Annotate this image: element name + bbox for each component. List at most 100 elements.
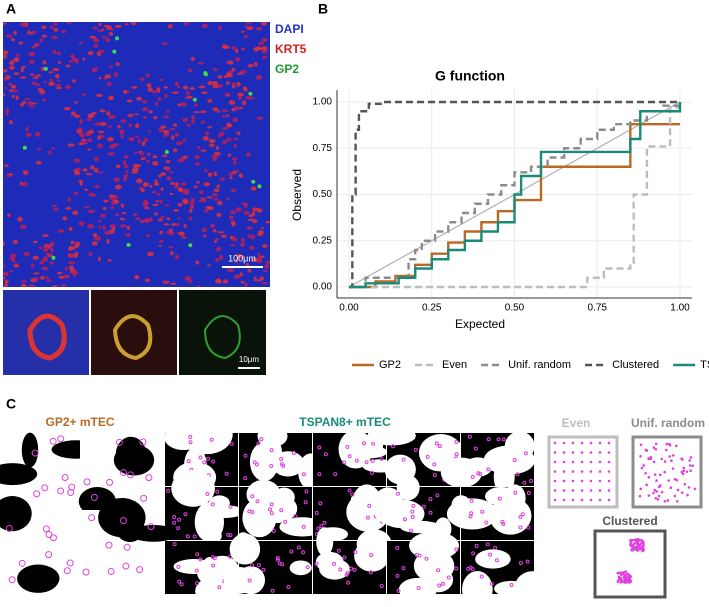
mask-region bbox=[420, 527, 439, 560]
cell bbox=[87, 130, 95, 134]
cell-point bbox=[119, 469, 127, 477]
cell bbox=[53, 22, 58, 26]
cell bbox=[49, 25, 54, 30]
pattern-point bbox=[607, 460, 611, 464]
cell-point bbox=[49, 437, 57, 445]
cell-point bbox=[209, 437, 214, 442]
cell bbox=[107, 96, 114, 101]
cell-point bbox=[469, 498, 474, 503]
cell bbox=[164, 93, 168, 99]
cell bbox=[102, 225, 106, 231]
pattern-point bbox=[562, 489, 566, 492]
cell-point bbox=[437, 444, 442, 449]
cell bbox=[226, 137, 232, 142]
cell bbox=[212, 228, 217, 233]
cell bbox=[173, 148, 178, 153]
cell bbox=[57, 61, 62, 64]
cell bbox=[234, 254, 242, 257]
cell bbox=[169, 251, 174, 256]
cell bbox=[248, 245, 255, 250]
cell-point bbox=[172, 515, 177, 520]
mask-region bbox=[173, 558, 215, 575]
cell bbox=[97, 130, 105, 134]
cell-point bbox=[215, 489, 220, 494]
cell bbox=[134, 135, 140, 138]
cell bbox=[257, 184, 262, 189]
cell bbox=[137, 164, 141, 168]
pattern-point bbox=[589, 451, 593, 454]
cell bbox=[240, 280, 245, 284]
cell bbox=[188, 201, 195, 206]
cell bbox=[192, 97, 197, 102]
pattern-point bbox=[598, 441, 602, 445]
cell bbox=[185, 90, 190, 96]
cell bbox=[186, 123, 191, 127]
cell bbox=[123, 176, 127, 182]
mask-region bbox=[223, 566, 256, 594]
pattern-point bbox=[671, 454, 675, 457]
cell bbox=[243, 203, 248, 208]
mask-region bbox=[319, 558, 351, 580]
pattern-point bbox=[667, 479, 671, 482]
pattern-point bbox=[616, 579, 620, 583]
cell bbox=[198, 199, 204, 202]
cell bbox=[191, 119, 196, 124]
pattern-title: Even bbox=[562, 416, 591, 430]
cell bbox=[45, 252, 52, 256]
panel-label: B bbox=[318, 1, 328, 17]
cell bbox=[90, 193, 97, 197]
cell-point bbox=[391, 444, 396, 449]
cell bbox=[241, 30, 245, 33]
cell bbox=[94, 156, 99, 162]
cell bbox=[115, 164, 121, 169]
x-tick-label: 0.25 bbox=[422, 303, 442, 314]
cell-point bbox=[33, 490, 41, 498]
cell-point bbox=[267, 507, 272, 512]
cell-point bbox=[254, 462, 259, 467]
pattern-point bbox=[657, 485, 661, 489]
cell bbox=[146, 251, 154, 257]
cell bbox=[221, 126, 228, 130]
cell bbox=[78, 131, 83, 136]
cell bbox=[38, 246, 43, 250]
cell bbox=[194, 154, 200, 160]
cell bbox=[261, 46, 268, 51]
cell-point bbox=[401, 457, 406, 462]
cell-point bbox=[509, 582, 514, 587]
cell bbox=[30, 277, 38, 283]
cell bbox=[35, 74, 42, 77]
mask-region bbox=[367, 425, 416, 446]
cell-point bbox=[379, 583, 384, 588]
cell bbox=[99, 109, 106, 113]
cell bbox=[261, 281, 268, 285]
cell-point bbox=[342, 555, 347, 560]
cell bbox=[256, 279, 261, 282]
cell bbox=[134, 151, 138, 155]
cell bbox=[72, 210, 79, 216]
cell bbox=[5, 112, 9, 116]
cell bbox=[253, 61, 258, 67]
cell-point bbox=[454, 566, 459, 571]
cell-point bbox=[497, 496, 502, 501]
cell-point bbox=[123, 543, 131, 551]
cell bbox=[68, 226, 73, 231]
cell bbox=[265, 260, 270, 264]
cell-point bbox=[243, 476, 248, 481]
cell bbox=[98, 171, 104, 174]
cell-point bbox=[192, 534, 197, 539]
cell-point bbox=[520, 512, 525, 517]
cell bbox=[65, 206, 72, 210]
mask-region bbox=[180, 414, 233, 455]
cell bbox=[30, 263, 35, 268]
cell bbox=[45, 243, 52, 249]
cell bbox=[188, 243, 193, 248]
cell bbox=[74, 167, 81, 171]
cell bbox=[190, 197, 195, 203]
mask-region bbox=[372, 487, 404, 524]
cell-point bbox=[486, 467, 491, 472]
cell bbox=[65, 64, 71, 68]
cell bbox=[190, 204, 194, 210]
cell bbox=[242, 100, 247, 106]
cell-point bbox=[352, 567, 357, 572]
cell-point bbox=[270, 588, 275, 593]
